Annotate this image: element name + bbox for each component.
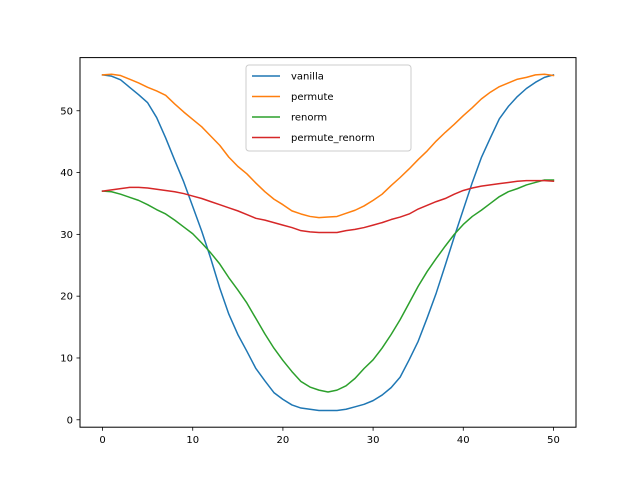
y-tick-label: 20 xyxy=(60,292,73,303)
legend-label-renorm: renorm xyxy=(291,113,327,124)
x-tick-label: 10 xyxy=(186,435,199,446)
y-tick-label: 30 xyxy=(60,230,73,241)
x-tick-label: 20 xyxy=(277,435,290,446)
y-axis-ticks: 0 10 20 30 40 50 xyxy=(60,106,80,426)
x-tick-label: 30 xyxy=(367,435,380,446)
x-tick-label: 0 xyxy=(99,435,105,446)
x-tick-label: 40 xyxy=(457,435,470,446)
plot-lines xyxy=(101,73,555,412)
series-line-renorm xyxy=(101,179,555,393)
legend-label-vanilla: vanilla xyxy=(291,72,324,83)
legend-label-permute_renorm: permute_renorm xyxy=(291,133,375,144)
y-tick-label: 50 xyxy=(60,106,73,117)
y-tick-label: 10 xyxy=(60,353,73,364)
legend: vanilla permute renorm permute_renorm xyxy=(245,64,412,152)
legend-box xyxy=(245,64,412,152)
x-axis-ticks: 0 10 20 30 40 50 xyxy=(99,427,560,446)
legend-label-permute: permute xyxy=(291,92,334,103)
axes-frame xyxy=(79,57,577,428)
y-tick-label: 40 xyxy=(60,168,73,179)
y-tick-label: 0 xyxy=(67,415,73,426)
x-tick-label: 50 xyxy=(547,435,560,446)
series-line-permute xyxy=(101,73,555,219)
series-line-permute_renorm xyxy=(101,179,555,234)
series-line-vanilla xyxy=(101,73,555,412)
